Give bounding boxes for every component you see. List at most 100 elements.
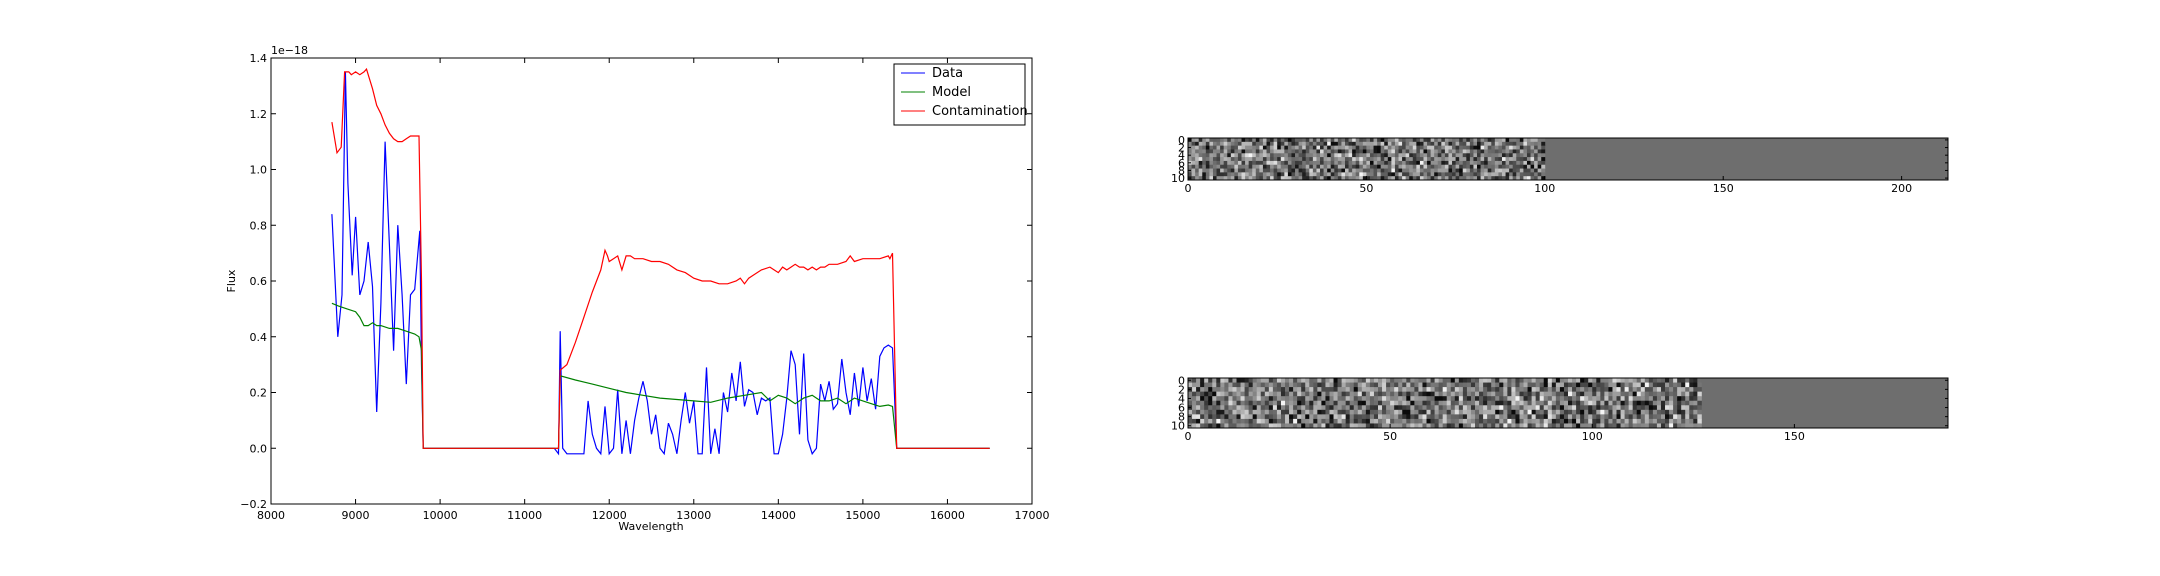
image-pixel (1466, 160, 1471, 166)
image-y-tick-label: 2 (1178, 142, 1185, 155)
image-pixel (1240, 418, 1245, 424)
image-pixel (1669, 396, 1674, 402)
image-pixel (1377, 138, 1382, 143)
image-pixel (1572, 405, 1577, 411)
image-pixel (1244, 414, 1250, 420)
image-pixel (1441, 172, 1446, 177)
image-pixel (1509, 172, 1514, 177)
image-pixel (1640, 396, 1646, 402)
image-pixel (1224, 414, 1229, 420)
image-pixel (1519, 396, 1524, 402)
image-pixel (1266, 160, 1271, 166)
image-pixel (1588, 391, 1593, 397)
image-pixel (1681, 409, 1686, 415)
image-pixel (1240, 414, 1245, 420)
image-pixel (1329, 382, 1334, 388)
image-pixel (1479, 414, 1484, 420)
image-pixel (1459, 168, 1464, 173)
image-pixel (1398, 145, 1403, 150)
image-pixel (1516, 176, 1521, 181)
image-pixel (1416, 157, 1421, 162)
image-pixel (1685, 382, 1690, 388)
image-pixel (1414, 387, 1419, 393)
image-y-tick-label: 10 (1171, 172, 1185, 185)
image-pixel (1505, 138, 1510, 143)
image-pixel (1264, 409, 1270, 415)
image-pixel (1341, 382, 1347, 388)
image-pixel (1592, 405, 1597, 411)
image-x-tick-label: 0 (1185, 182, 1192, 195)
image-pixel (1334, 138, 1339, 143)
image-pixel (1287, 141, 1292, 147)
image-pixel (1298, 153, 1303, 158)
image-pixel (1409, 149, 1414, 154)
image-pixel (1484, 157, 1489, 162)
image-pixel (1494, 149, 1499, 154)
image-pixel (1501, 145, 1506, 150)
image-pixel (1422, 391, 1427, 397)
image-pixel (1361, 378, 1367, 383)
image-pixel (1454, 405, 1460, 411)
image-pixel (1309, 396, 1314, 402)
image-pixel (1337, 382, 1343, 388)
image-pixel (1391, 141, 1396, 147)
image-pixel (1285, 400, 1290, 406)
image-pixel (1697, 400, 1702, 406)
image-pixel (1220, 172, 1225, 177)
image-pixel (1195, 141, 1200, 147)
image-pixel (1423, 164, 1428, 169)
image-pixel (1353, 396, 1359, 402)
image-pixel (1387, 138, 1392, 143)
image-pixel (1227, 172, 1232, 177)
image-pixel (1237, 168, 1242, 173)
image-pixel (1224, 396, 1229, 402)
image-pixel (1272, 387, 1278, 393)
image-pixel (1264, 387, 1270, 393)
image-pixel (1248, 418, 1254, 424)
image-pixel (1523, 141, 1528, 147)
image-pixel (1230, 164, 1235, 169)
image-pixel (1491, 157, 1496, 162)
image-pixel (1495, 423, 1500, 429)
image-pixel (1237, 176, 1242, 181)
image-pixel (1277, 168, 1282, 173)
image-pixel (1241, 172, 1246, 177)
image-pixel (1656, 396, 1662, 402)
image-pixel (1325, 400, 1330, 406)
image-pixel (1245, 160, 1250, 166)
image-pixel (1216, 138, 1221, 143)
image-pixel (1293, 418, 1298, 424)
image-pixel (1487, 138, 1492, 143)
image-pixel (1216, 387, 1221, 393)
image-pixel (1334, 153, 1339, 158)
image-pixel (1491, 423, 1496, 429)
image-pixel (1200, 414, 1205, 420)
image-pixel (1499, 405, 1504, 411)
image-pixel (1248, 168, 1253, 173)
image-pixel (1220, 396, 1225, 402)
image-pixel (1419, 149, 1424, 154)
image-pixel (1580, 418, 1585, 424)
image-pixel (1494, 172, 1499, 177)
image-pixel (1359, 145, 1364, 150)
image-pixel (1434, 157, 1439, 162)
image-pixel (1584, 418, 1589, 424)
image-pixel (1422, 409, 1427, 415)
image-pixel (1516, 164, 1521, 169)
image-pixel (1543, 418, 1549, 424)
image-pixel (1220, 391, 1225, 397)
image-pixel (1241, 145, 1246, 150)
y-tick-label: 1.4 (250, 52, 268, 65)
image-pixel (1312, 160, 1317, 166)
image-pixel (1406, 405, 1411, 411)
image-pixel (1547, 382, 1553, 388)
image-pixel (1484, 149, 1489, 154)
image-pixel (1612, 414, 1617, 420)
image-pixel (1289, 387, 1294, 393)
image-pixel (1442, 378, 1448, 383)
image-pixel (1479, 396, 1484, 402)
image-pixel (1446, 400, 1452, 406)
image-pixel (1406, 400, 1411, 406)
image-pixel (1537, 153, 1542, 158)
